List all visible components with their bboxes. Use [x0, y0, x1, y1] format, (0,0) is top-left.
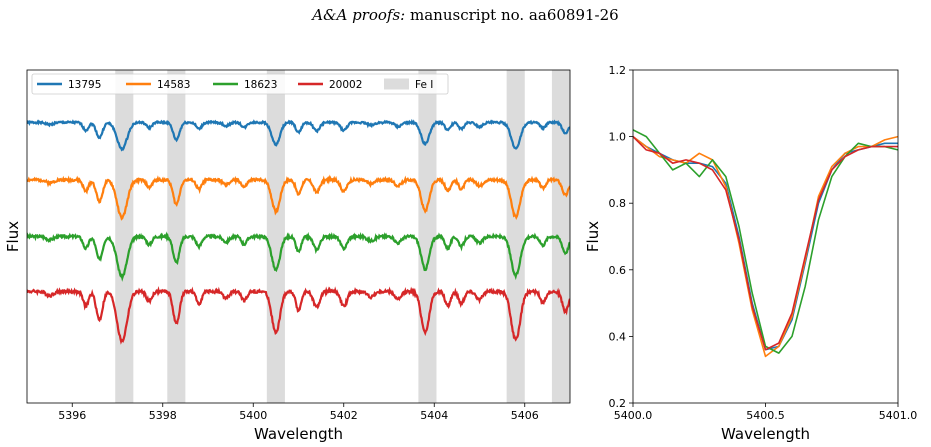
fe-i-band-2 — [266, 70, 285, 403]
zoom-line-18623 — [633, 129, 898, 354]
zoom-y-tick-label-3: 0.8 — [609, 197, 627, 210]
fe-i-band-0 — [115, 70, 134, 403]
left-x-axis-label: Wavelength — [254, 425, 343, 443]
legend-label-2: 18623 — [244, 79, 277, 91]
legend-label-1: 14583 — [157, 79, 190, 91]
zoom-line-13795 — [633, 135, 898, 351]
x-tick-label-5398: 5398 — [149, 409, 177, 422]
fe-i-band-1 — [167, 70, 186, 403]
zoom-y-tick-label-0: 0.2 — [609, 397, 627, 410]
right-y-axis-label: Flux — [584, 221, 602, 252]
fe-i-band-3 — [418, 70, 437, 403]
x-tick-label-5402: 5402 — [330, 409, 358, 422]
zoom-y-tick-label-5: 1.2 — [609, 64, 627, 77]
zoom-x-tick-label-0: 5400.0 — [614, 409, 653, 422]
page-header: A&A proofs: manuscript no. aa60891-26 — [0, 6, 931, 24]
zoom-y-tick-label-4: 1.0 — [609, 131, 627, 144]
legend-box — [31, 73, 449, 95]
journal-name: A&A proofs: — [312, 6, 406, 24]
zoom-x-tick-label-1: 5400.5 — [746, 409, 785, 422]
zoom-line-20002 — [633, 136, 898, 351]
fe-i-band-5 — [551, 70, 570, 403]
x-tick-label-5404: 5404 — [420, 409, 448, 422]
legend: 13795 14583 18623 20002 Fe I — [31, 73, 449, 95]
spectrum-line-13795 — [27, 118, 570, 152]
legend-swatch-fe-i — [384, 78, 409, 90]
fe-i-band-4 — [506, 70, 525, 403]
legend-label-4: Fe I — [415, 79, 433, 91]
legend-label-3: 20002 — [329, 79, 362, 91]
zoom-y-tick-label-2: 0.6 — [609, 264, 627, 277]
right-axes-frame — [632, 69, 899, 404]
spectrum-line-14583 — [27, 174, 570, 221]
x-tick-label-5406: 5406 — [511, 409, 539, 422]
spectrum-panel: 5396 5398 5400 5402 5404 5406 Wavelength Flux 13… — [4, 69, 571, 443]
zoom-x-tick-label-2: 5401.0 — [879, 409, 918, 422]
zoom-y-tick-label-1: 0.4 — [609, 330, 627, 343]
legend-label-0: 13795 — [68, 79, 101, 91]
left-y-axis-label: Flux — [4, 221, 22, 252]
spectrum-line-18623 — [27, 231, 570, 282]
spectrum-line-20002 — [27, 285, 570, 345]
x-tick-label-5400: 5400 — [239, 409, 267, 422]
right-x-axis-label: Wavelength — [721, 425, 810, 443]
left-axes-frame — [26, 69, 571, 404]
x-tick-label-5396: 5396 — [58, 409, 86, 422]
manuscript-number: manuscript no. aa60891-26 — [410, 6, 619, 24]
zoom-panel: 5400.0 5400.5 5401.0 0.2 0.4 0.6 0.8 1.0 1.2 Wave… — [584, 64, 917, 443]
